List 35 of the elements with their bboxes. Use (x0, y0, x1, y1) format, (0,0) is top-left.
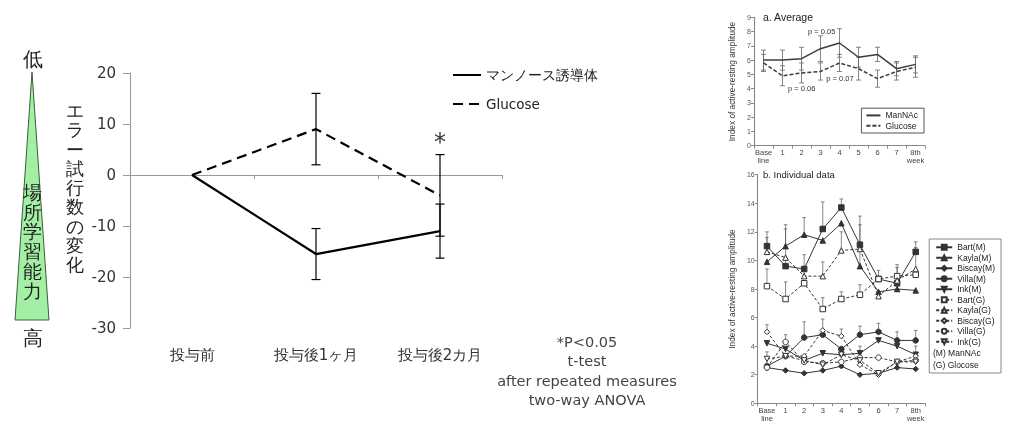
y-axis-title: Index of active-resting amplitude (727, 228, 737, 349)
legend-label: マンノース誘導体 (486, 67, 598, 83)
y-tick-label: -20 (91, 268, 116, 286)
y-tick-label: -10 (91, 217, 116, 235)
text: (M) ManNAc (933, 348, 981, 359)
x-tick-label: 投与後2カ月 (396, 346, 483, 364)
legend-label: Villa(G) (957, 326, 986, 337)
legend-label: Glucose (486, 96, 540, 112)
text: 場所学習能力 (22, 181, 42, 302)
chart-title: a. Average (763, 10, 814, 23)
y-axis-title: Index of active-resting amplitude (727, 21, 737, 142)
text: (G) Glocose (933, 360, 979, 371)
y-tick-label: 20 (96, 64, 116, 82)
legend-label: Bart(M) (957, 242, 986, 253)
legend-label: Biscay(G) (957, 315, 995, 326)
text: 高 (23, 325, 43, 350)
legend-label: Ink(M) (957, 284, 982, 295)
legend-label: Villa(M) (957, 273, 987, 284)
chart-title: b. Individual data (763, 169, 836, 180)
legend-label: Ink(G) (957, 336, 981, 347)
x-tick-label: 投与前 (168, 346, 215, 364)
legend-label: ManNAc (885, 110, 919, 121)
y-tick-label: 10 (96, 115, 116, 133)
y-tick-label: 0 (106, 166, 116, 184)
legend-label: Kayla(G) (957, 305, 991, 316)
text: 低 (23, 46, 43, 71)
legend-label: Biscay(M) (957, 263, 996, 274)
x-tick-label: 投与後1ヶ月 (272, 346, 359, 364)
y-tick-label: -30 (91, 319, 116, 337)
annotation: * (434, 128, 446, 157)
text: エラー試行数の変化 (66, 100, 84, 276)
legend-label: Kayla(M) (957, 252, 992, 263)
text: *P<0.05 t-test after repeated measures two-way ANOVA (497, 333, 677, 411)
legend-label: Glucose (885, 120, 917, 131)
legend-label: Bart(G) (957, 294, 986, 305)
